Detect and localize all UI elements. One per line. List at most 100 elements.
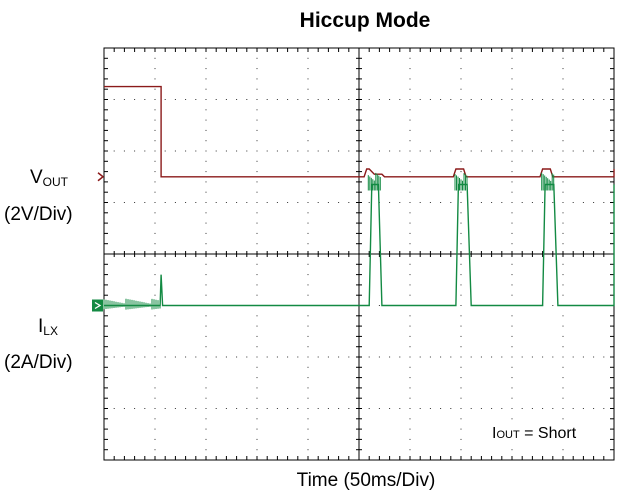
grid-dot	[562, 335, 564, 337]
grid-dot	[440, 150, 442, 152]
traces	[92, 85, 615, 446]
grid-dot	[409, 212, 411, 214]
grid-dot	[174, 356, 176, 358]
grid-dot	[154, 438, 156, 440]
grid-dot	[378, 150, 380, 152]
grid-dot	[460, 150, 462, 152]
grid-dot	[205, 356, 207, 358]
grid-dot	[154, 160, 156, 162]
grid-dot	[307, 284, 309, 286]
grid-dot	[562, 346, 564, 348]
grid-dot	[256, 140, 258, 142]
grid-dot	[511, 191, 513, 193]
grid-dot	[460, 356, 462, 358]
grid-dot	[419, 356, 421, 358]
grid-dot	[491, 408, 493, 409]
grid-dot	[307, 109, 309, 111]
grid-dot	[307, 99, 309, 100]
grid-dot	[195, 99, 197, 100]
grid-dot	[123, 408, 125, 409]
grid-dot	[256, 171, 258, 173]
grid-dot	[246, 202, 248, 203]
grid-dot	[409, 335, 411, 337]
grid-dot	[256, 294, 258, 296]
x-axis-label: Time (50ms/Div)	[297, 470, 436, 491]
grid-dot	[409, 356, 411, 358]
grid-dot	[511, 335, 513, 337]
iout-annotation: IOUT = Short	[492, 425, 577, 442]
grid-dot	[501, 150, 503, 152]
grid-dot	[205, 171, 207, 173]
grid-dot	[348, 408, 350, 409]
grid-dot	[154, 377, 156, 379]
grid-dot	[389, 202, 391, 203]
grid-dot	[348, 356, 350, 358]
vout-ground-marker	[97, 172, 105, 182]
grid-dot	[531, 99, 533, 100]
grid-dot	[562, 222, 564, 224]
grid-dot	[225, 202, 227, 203]
grid-dot	[450, 408, 452, 409]
grid-dot	[256, 346, 258, 348]
grid-dot	[460, 202, 462, 203]
grid-dot	[174, 202, 176, 203]
grid-dot	[307, 150, 309, 152]
grid-dot	[399, 99, 401, 100]
grid-dot	[256, 284, 258, 286]
grid-dot	[307, 160, 309, 162]
grid-dot	[154, 109, 156, 111]
grid-dot	[154, 150, 156, 152]
grid-dot	[317, 202, 319, 203]
grid-dot	[409, 346, 411, 348]
grid-dot	[460, 88, 462, 90]
grid-dot	[338, 202, 340, 203]
grid-dot	[307, 418, 309, 420]
grid-dot	[480, 99, 482, 100]
grid-dot	[307, 449, 309, 451]
grid-dot	[256, 387, 258, 389]
grid-dot	[562, 418, 564, 420]
grid-dot	[562, 119, 564, 121]
grid-dot	[440, 202, 442, 203]
grid-dot	[603, 202, 605, 203]
grid-dot	[603, 356, 605, 358]
grid-dot	[562, 274, 564, 276]
grid-dot	[287, 202, 289, 203]
grid-dot	[256, 263, 258, 265]
grid-dot	[562, 212, 564, 214]
grid-dot	[460, 140, 462, 142]
grid-dot	[205, 202, 207, 203]
grid-dot	[154, 68, 156, 70]
grid-dot	[205, 315, 207, 317]
grid-dot	[327, 202, 329, 203]
grid-dot	[123, 202, 125, 203]
grid-dot	[297, 408, 299, 409]
grid-dot	[409, 263, 411, 265]
grid-dot	[470, 99, 472, 100]
grid-dot	[542, 99, 544, 100]
grid-dot	[531, 408, 533, 409]
grid-dot	[205, 212, 207, 214]
grid-dot	[113, 99, 115, 100]
grid-dot	[348, 202, 350, 203]
grid-dot	[572, 202, 574, 203]
vout-label: VOUT	[30, 167, 69, 189]
grid-dot	[154, 243, 156, 245]
grid-dot	[205, 109, 207, 111]
grid-dot	[154, 140, 156, 142]
grid-dot	[460, 263, 462, 265]
grid-dot	[368, 356, 370, 358]
grid-dot	[144, 150, 146, 152]
grid-dot	[246, 150, 248, 152]
grid-dot	[307, 202, 309, 203]
grid-dot	[205, 438, 207, 440]
grid-dot	[307, 57, 309, 59]
grid-dot	[307, 438, 309, 440]
grid-dot	[144, 356, 146, 358]
grid-dot	[562, 408, 564, 409]
grid-dot	[562, 294, 564, 296]
grid-dot	[307, 243, 309, 245]
grid-dot	[256, 150, 258, 152]
grid-dot	[154, 325, 156, 327]
grid-dot	[511, 325, 513, 327]
